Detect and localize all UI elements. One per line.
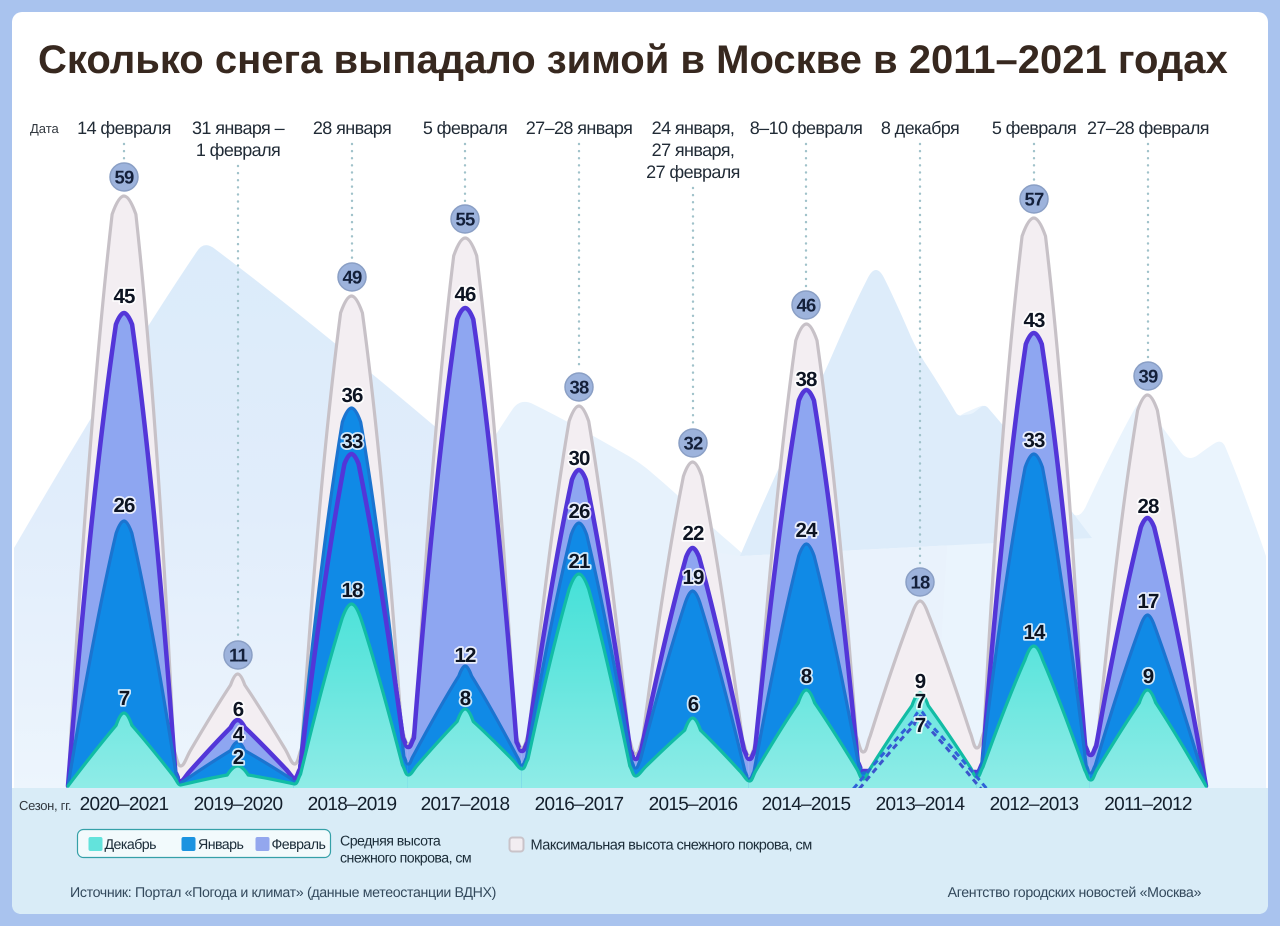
svg-text:7: 7 [119, 687, 130, 710]
svg-text:28: 28 [1137, 495, 1159, 518]
svg-text:45: 45 [113, 285, 135, 308]
svg-text:33: 33 [341, 430, 363, 453]
svg-text:1 февраля: 1 февраля [196, 140, 280, 160]
svg-text:27 января,: 27 января, [652, 140, 735, 160]
svg-text:2012–2013: 2012–2013 [990, 794, 1079, 815]
svg-text:5 февраля: 5 февраля [992, 118, 1076, 138]
svg-text:2015–2016: 2015–2016 [649, 794, 738, 815]
svg-text:55: 55 [456, 209, 475, 230]
svg-text:2: 2 [233, 746, 244, 769]
svg-text:36: 36 [341, 384, 363, 407]
svg-text:2018–2019: 2018–2019 [308, 794, 397, 815]
svg-text:32: 32 [684, 433, 703, 454]
svg-text:27–28 января: 27–28 января [526, 118, 632, 138]
svg-text:57: 57 [1025, 189, 1044, 210]
svg-text:22: 22 [682, 522, 704, 545]
svg-text:26: 26 [568, 500, 590, 523]
svg-text:Максимальная высота снежного п: Максимальная высота снежного покрова, см [531, 838, 813, 854]
svg-text:2011–2012: 2011–2012 [1104, 794, 1192, 815]
svg-text:6: 6 [233, 698, 244, 721]
svg-text:24: 24 [795, 519, 818, 542]
svg-text:4: 4 [233, 723, 245, 746]
svg-text:38: 38 [570, 377, 589, 398]
svg-text:5 февраля: 5 февраля [423, 118, 507, 138]
svg-text:26: 26 [113, 494, 135, 517]
svg-text:2013–2014: 2013–2014 [876, 794, 966, 815]
svg-text:Дата: Дата [30, 121, 60, 136]
svg-text:9: 9 [1143, 665, 1154, 688]
svg-text:7: 7 [915, 714, 926, 737]
svg-text:Сезон, гг.: Сезон, гг. [19, 798, 71, 813]
svg-text:2014–2015: 2014–2015 [762, 794, 851, 815]
svg-text:Сколько снега выпадало зимой в: Сколько снега выпадало зимой в Москве в … [38, 38, 1228, 82]
svg-text:7: 7 [915, 690, 926, 713]
svg-text:12: 12 [454, 644, 476, 667]
svg-text:33: 33 [1023, 429, 1045, 452]
svg-text:Источник: Портал «Погода и кли: Источник: Портал «Погода и климат» (данн… [70, 885, 496, 901]
svg-text:19: 19 [682, 566, 704, 589]
svg-text:Средняя высота: Средняя высота [340, 834, 441, 850]
svg-text:8: 8 [801, 665, 812, 688]
svg-text:Агентство городских новостей «: Агентство городских новостей «Москва» [948, 885, 1202, 901]
svg-text:Февраль: Февраль [272, 837, 326, 853]
svg-text:28 января: 28 января [313, 118, 391, 138]
svg-text:39: 39 [1139, 366, 1158, 387]
svg-text:9: 9 [915, 670, 926, 693]
svg-text:46: 46 [454, 283, 476, 306]
svg-text:59: 59 [115, 167, 134, 188]
svg-text:Январь: Январь [198, 837, 243, 853]
svg-text:46: 46 [797, 295, 816, 316]
svg-text:21: 21 [568, 550, 590, 573]
svg-text:8 декабря: 8 декабря [881, 118, 959, 138]
svg-text:49: 49 [343, 267, 362, 288]
svg-text:31 января –: 31 января – [192, 118, 285, 138]
svg-text:8–10 февраля: 8–10 февраля [750, 118, 863, 138]
svg-text:2017–2018: 2017–2018 [421, 794, 510, 815]
svg-text:6: 6 [688, 693, 699, 716]
svg-text:2020–2021: 2020–2021 [80, 794, 169, 815]
svg-text:17: 17 [1137, 590, 1159, 613]
svg-text:18: 18 [341, 579, 363, 602]
svg-text:27 февраля: 27 февраля [646, 162, 740, 182]
svg-text:30: 30 [568, 447, 590, 470]
svg-text:38: 38 [795, 368, 817, 391]
svg-text:2019–2020: 2019–2020 [194, 794, 283, 815]
svg-text:14 февраля: 14 февраля [77, 118, 171, 138]
svg-text:снежного покрова, см: снежного покрова, см [340, 851, 471, 867]
svg-text:8: 8 [460, 687, 471, 710]
svg-text:Декабрь: Декабрь [105, 837, 157, 853]
svg-text:11: 11 [229, 645, 247, 666]
svg-text:14: 14 [1023, 621, 1046, 644]
svg-text:27–28 февраля: 27–28 февраля [1087, 118, 1209, 138]
svg-text:18: 18 [911, 572, 930, 593]
svg-text:24 января,: 24 января, [652, 118, 735, 138]
svg-text:2016–2017: 2016–2017 [535, 794, 624, 815]
svg-text:43: 43 [1023, 309, 1045, 332]
